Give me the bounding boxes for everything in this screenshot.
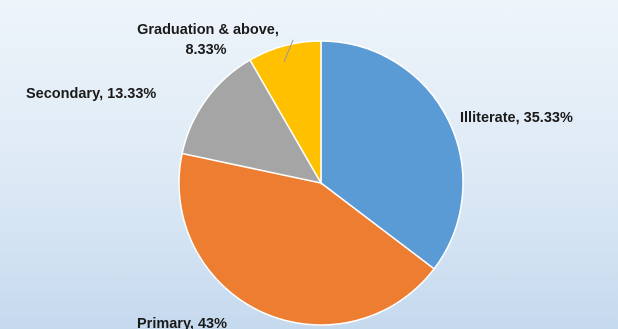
pie-slice-secondary	[181, 58, 323, 185]
pie-slices	[178, 40, 464, 326]
data-label-illiterate: Illiterate, 35.33%	[460, 110, 573, 126]
data-label-graduation-line2: 8.33%	[185, 42, 226, 58]
pie-slice-illiterate	[320, 40, 464, 270]
data-label-primary: Primary, 43%	[137, 316, 227, 329]
data-label-secondary: Secondary, 13.33%	[26, 86, 156, 102]
leader-line-graduation	[283, 39, 294, 63]
pie-slice-primary	[178, 152, 436, 326]
pie-slice-graduation-above	[248, 40, 322, 186]
data-label-graduation-line1: Graduation & above,	[137, 22, 279, 38]
data-label-graduation: Graduation & above, 8.33%	[137, 22, 283, 58]
data-labels: Graduation & above, 8.33% Secondary, 13.…	[26, 22, 573, 329]
